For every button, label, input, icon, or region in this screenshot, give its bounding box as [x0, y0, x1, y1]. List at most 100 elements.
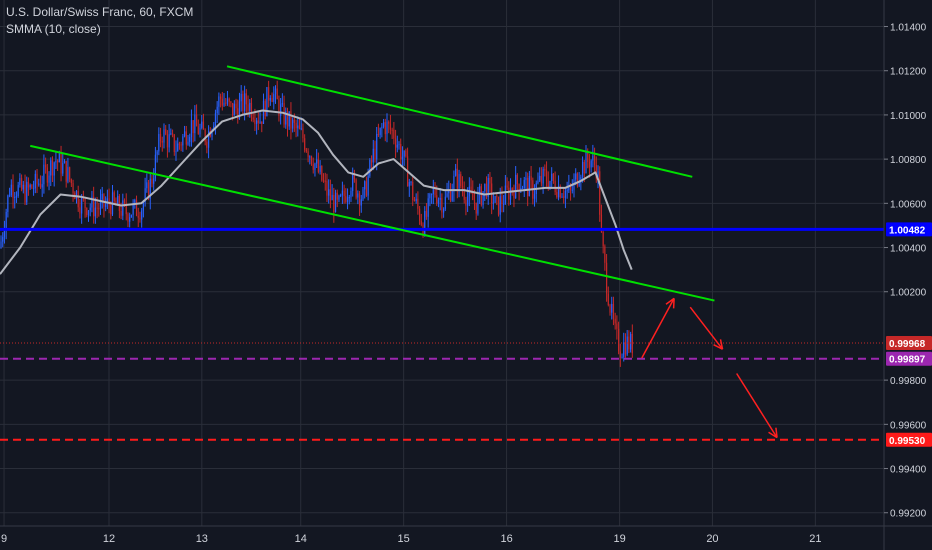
candle-body — [417, 198, 419, 209]
candle-body — [485, 183, 488, 197]
y-tick-label: 1.00800 — [890, 155, 927, 166]
candle-body — [314, 163, 316, 170]
candle-body — [441, 197, 443, 213]
candle-body — [449, 189, 452, 201]
x-tick-label: 9 — [1, 533, 7, 545]
candle-body — [81, 197, 83, 214]
candle-body — [479, 186, 481, 194]
candle-body — [400, 143, 402, 160]
candle-body — [338, 195, 340, 200]
candle-body — [60, 153, 62, 174]
candle-body — [600, 214, 603, 232]
candle-body — [89, 207, 91, 211]
candle-body — [585, 152, 587, 174]
candle-body — [201, 121, 203, 128]
projection-arrow[interactable] — [736, 373, 778, 439]
candle-body — [94, 207, 96, 217]
candle-body — [214, 113, 217, 126]
candle-body — [295, 122, 297, 129]
price-label: 0.99530 — [886, 432, 932, 447]
candle-body — [300, 128, 302, 130]
candle-body — [564, 190, 567, 198]
candle-body — [249, 102, 251, 111]
candle-body — [460, 174, 462, 186]
candle-body — [391, 129, 393, 131]
candle-body — [304, 138, 306, 150]
candle-body — [530, 176, 532, 181]
candle-body — [528, 176, 530, 197]
candle-body — [165, 129, 167, 135]
candle-body — [259, 121, 261, 123]
candle-body — [129, 217, 131, 222]
candle-body — [604, 246, 606, 263]
price-label-box — [886, 432, 932, 447]
candle-body — [420, 220, 422, 225]
candle-body — [108, 198, 110, 206]
candle-body — [480, 186, 482, 205]
candle-body — [62, 163, 64, 174]
candle-body — [130, 214, 132, 218]
candle-body — [257, 120, 259, 123]
candle-body — [492, 202, 494, 204]
candle-body — [461, 185, 464, 190]
candle-body — [341, 190, 343, 196]
candle-body — [240, 93, 242, 102]
candle-body — [247, 104, 249, 111]
candle-body — [185, 131, 187, 145]
candle-body — [307, 151, 309, 157]
candle-body — [453, 175, 455, 192]
arrowhead — [665, 297, 675, 305]
candle-body — [413, 200, 416, 202]
candle-body — [122, 200, 124, 216]
candle-body — [444, 196, 446, 209]
candle-body — [568, 185, 570, 191]
candle-body — [223, 102, 225, 106]
candle-body — [87, 210, 90, 216]
candle-body — [626, 336, 628, 355]
candle-body — [298, 125, 301, 129]
candle-body — [415, 198, 417, 202]
candle-body — [539, 175, 541, 181]
candle-body — [494, 196, 496, 203]
candle-body — [156, 151, 158, 155]
candle-body — [221, 98, 223, 106]
projection-arrow[interactable] — [689, 306, 724, 350]
candle-body — [82, 197, 84, 199]
candle-body — [345, 196, 347, 202]
candle-body — [268, 87, 270, 101]
price-label-box — [886, 222, 932, 237]
projection-arrow[interactable] — [641, 297, 675, 359]
candle-body — [170, 133, 172, 135]
candle-body — [448, 189, 450, 194]
candle-body — [569, 185, 572, 190]
candle-body — [261, 121, 263, 124]
candle-body — [256, 120, 258, 125]
price-label-box — [886, 336, 932, 351]
candle-body — [473, 200, 476, 203]
candle-body — [245, 93, 247, 105]
candle-body — [101, 193, 103, 200]
candle-body — [77, 191, 79, 208]
x-tick-label: 16 — [500, 533, 512, 545]
candle-body — [183, 131, 186, 137]
candle-body — [33, 188, 35, 190]
candle-body — [472, 191, 474, 201]
candle-body — [475, 202, 477, 214]
candle-body — [158, 134, 160, 152]
candle-body — [537, 180, 539, 184]
candle-body — [207, 131, 210, 148]
candle-body — [367, 175, 369, 196]
candle-body — [628, 336, 630, 350]
channel-trendline[interactable] — [30, 144, 715, 302]
candle-body — [147, 182, 150, 199]
candle-body — [180, 144, 182, 146]
candle-body — [55, 160, 57, 163]
price-label-text: 1.00482 — [889, 225, 926, 236]
candle-body — [22, 184, 24, 190]
candle-body — [382, 122, 385, 127]
candle-body — [370, 159, 373, 163]
price-label: 0.99897 — [886, 351, 932, 366]
channel-trendline[interactable] — [226, 65, 693, 178]
candle-body — [556, 192, 558, 198]
